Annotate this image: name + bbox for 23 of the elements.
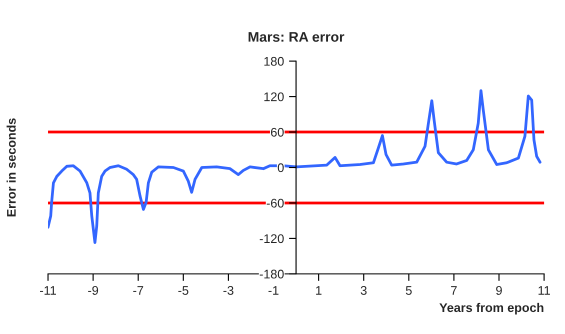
y-tick-label: 0 [278, 163, 284, 172]
y-tick-label: 180 [264, 56, 284, 66]
x-tick-label: -7 [133, 286, 144, 295]
line-series [48, 89, 542, 244]
x-tick-label: -9 [88, 286, 98, 295]
y-tick-label: -180 [260, 270, 284, 279]
x-tick-label: 7 [451, 286, 457, 295]
x-tick-label: 5 [406, 286, 412, 295]
y-tick-label: 120 [264, 92, 284, 102]
x-tick-label: -5 [178, 286, 188, 295]
x-tick-label: -11 [40, 286, 56, 295]
x-axis-title: Years from epoch [439, 302, 544, 315]
y-tick-label: 60 [270, 128, 284, 137]
y-tick-label: -120 [260, 234, 284, 244]
x-tick-label: -1 [268, 286, 278, 295]
x-tick-label: 11 [538, 286, 550, 295]
x-tick-label: 9 [496, 286, 502, 295]
y-axis-title: Error in seconds [6, 118, 16, 216]
x-tick-label: 3 [360, 286, 367, 295]
x-tick-label: -3 [223, 286, 234, 295]
y-tick-label: -60 [266, 198, 284, 208]
chart-title: Mars: RA error [248, 32, 344, 42]
x-tick-label: 1 [316, 286, 322, 295]
